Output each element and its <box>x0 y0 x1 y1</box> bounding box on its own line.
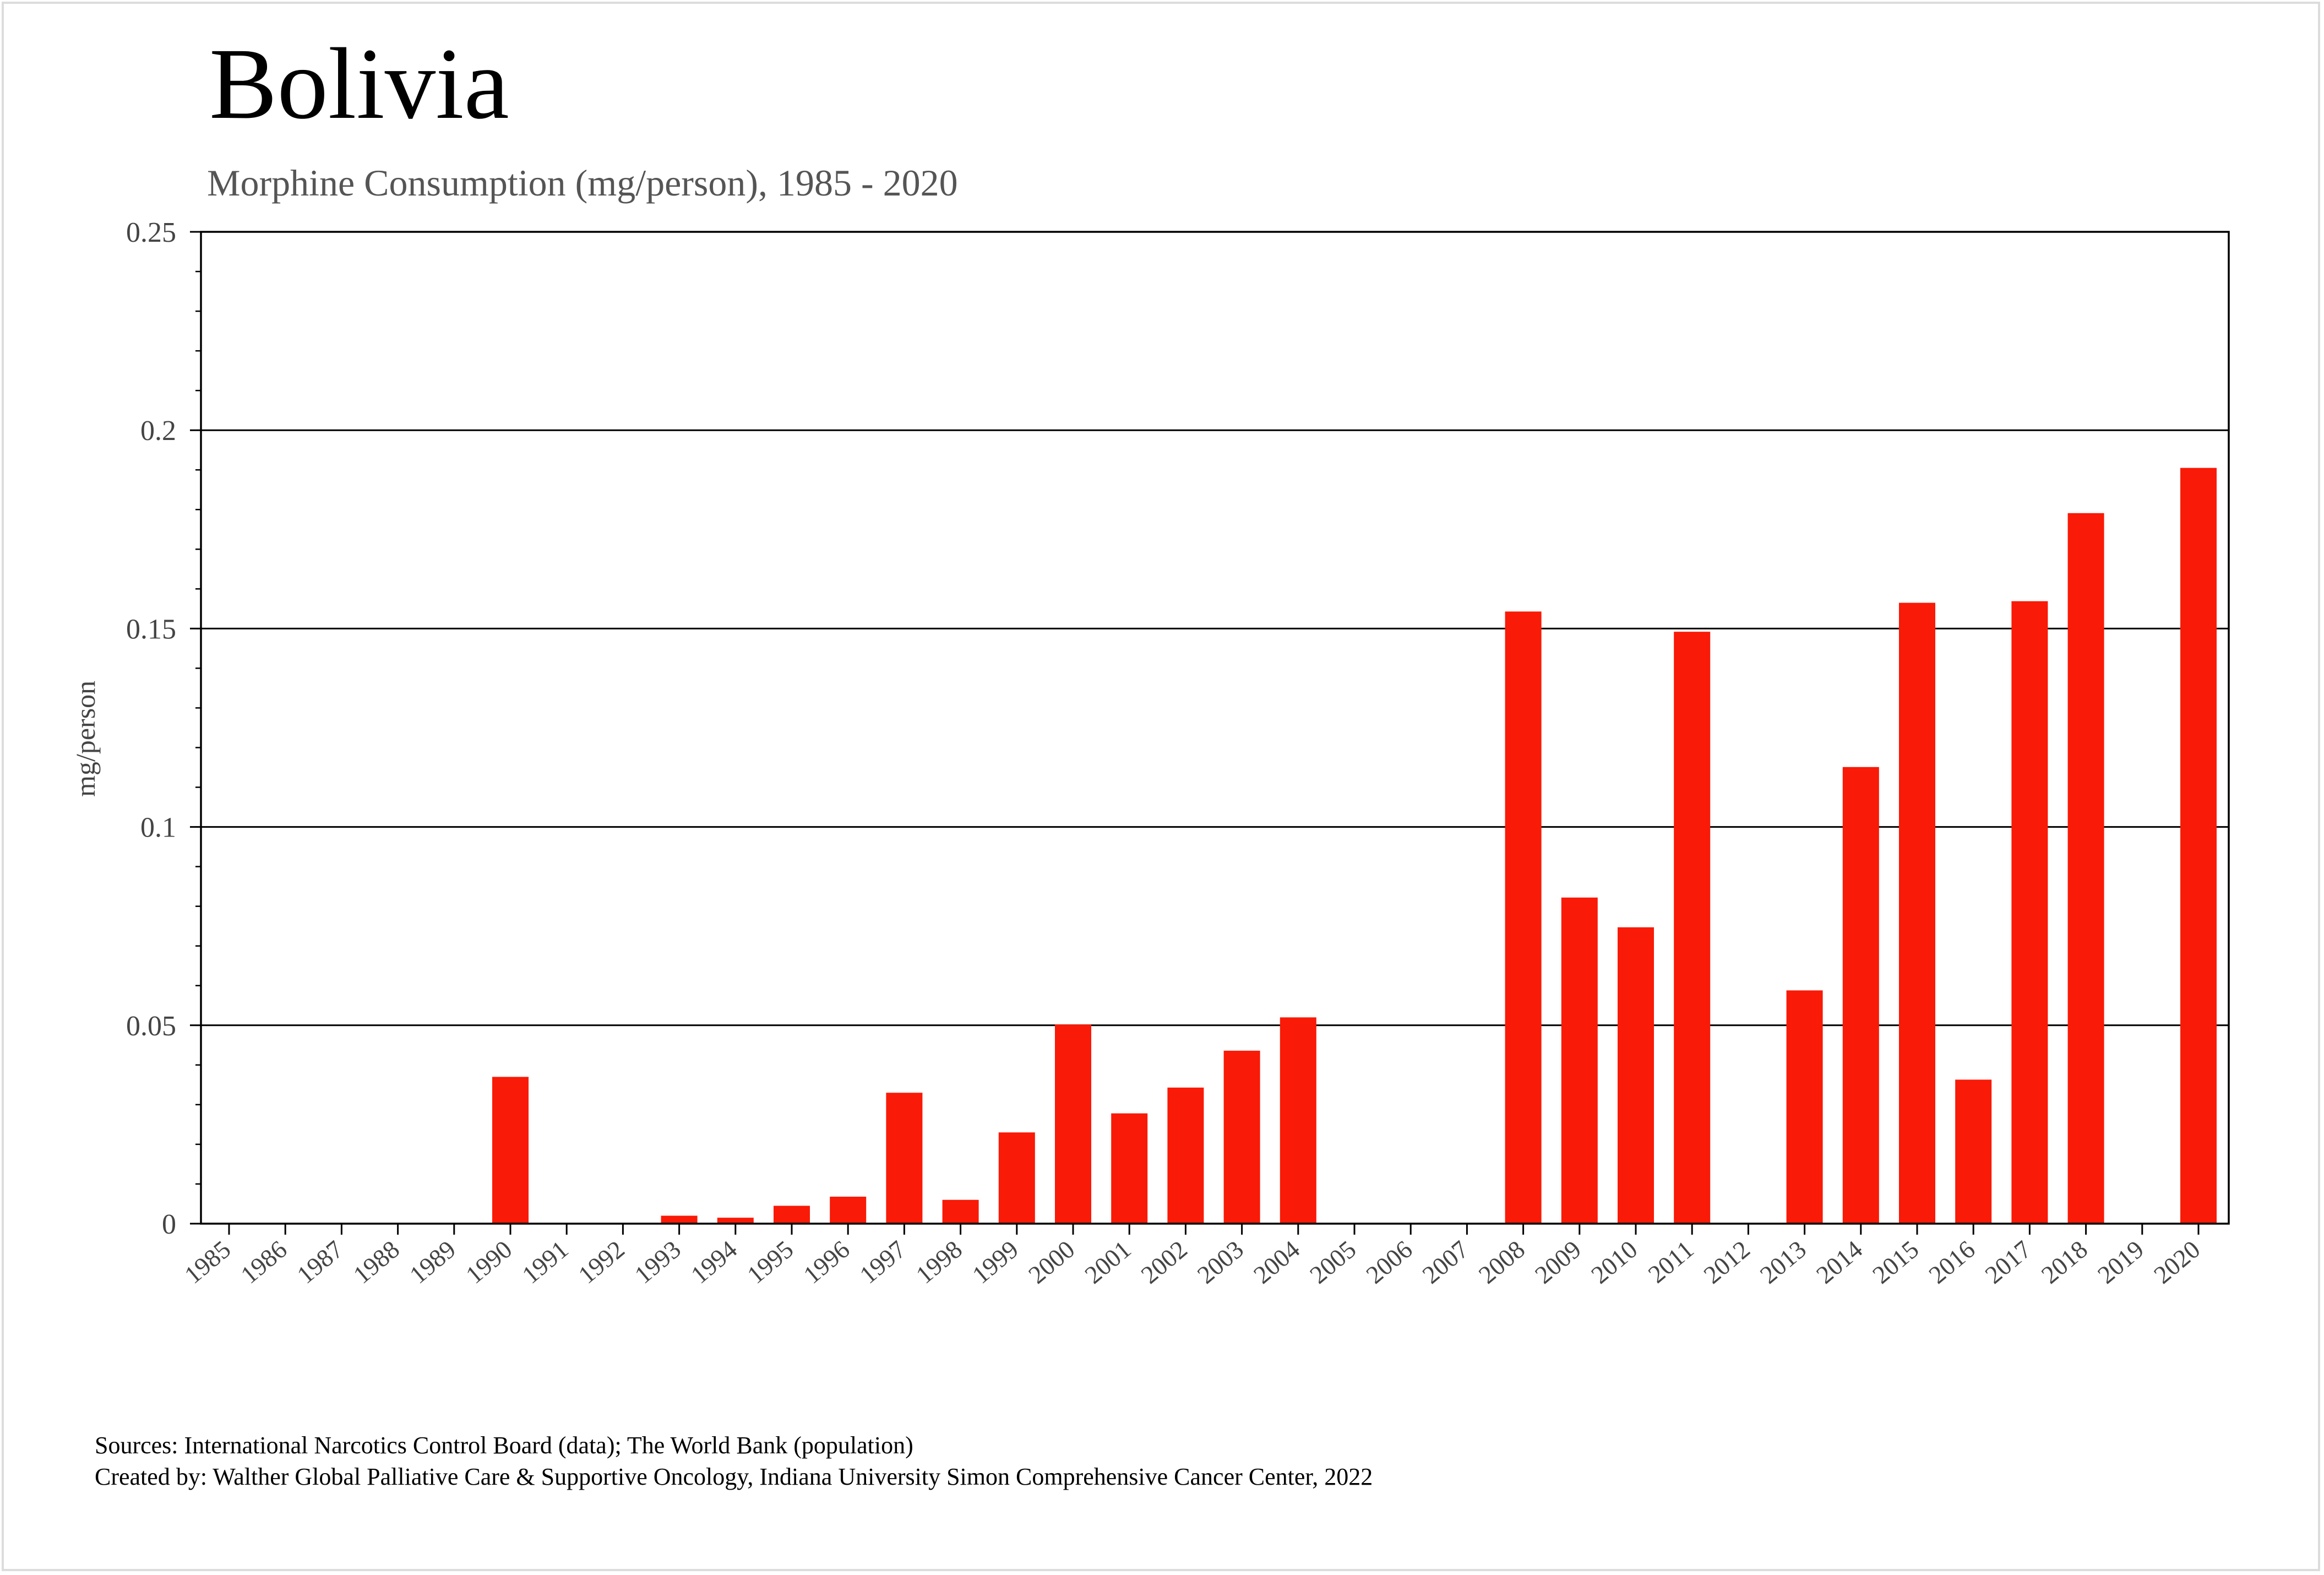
footer-sources: Sources: International Narcotics Control… <box>95 1432 913 1459</box>
x-tick-label: 1988 <box>348 1235 405 1289</box>
bar-1998 <box>942 1199 979 1224</box>
bar-2020 <box>2180 468 2217 1224</box>
bar-1997 <box>886 1093 923 1224</box>
bar-2014 <box>1842 767 1879 1224</box>
x-tick-label: 2014 <box>1811 1235 1868 1289</box>
x-tick-label: 1991 <box>516 1235 573 1289</box>
x-tick-label: 1995 <box>742 1235 798 1289</box>
x-tick-label: 1989 <box>404 1235 461 1289</box>
axes <box>190 231 2230 1235</box>
x-tick-label: 1992 <box>573 1235 630 1289</box>
y-tick-label: 0 <box>162 1209 176 1240</box>
bar-2010 <box>1618 927 1654 1224</box>
x-tick-label: 1986 <box>235 1235 292 1289</box>
x-tick-label: 2001 <box>1079 1235 1136 1289</box>
x-tick-label: 2018 <box>2036 1235 2093 1289</box>
x-tick-label: 1990 <box>460 1235 517 1289</box>
plot-border <box>200 231 2230 1225</box>
footer-created-by: Created by: Walther Global Palliative Ca… <box>95 1463 1373 1490</box>
x-tick-label: 1993 <box>629 1235 686 1289</box>
bar-1999 <box>998 1132 1035 1224</box>
y-tick-label: 0.1 <box>140 812 176 844</box>
bar-1996 <box>830 1197 867 1224</box>
y-axis-title: mg/person <box>70 681 101 797</box>
x-tick-label: 2019 <box>2092 1235 2149 1289</box>
bar-2000 <box>1055 1024 1091 1224</box>
x-tick-label: 2020 <box>2148 1235 2205 1289</box>
x-tick-label: 1999 <box>967 1235 1024 1289</box>
x-tick-label: 1987 <box>292 1235 349 1289</box>
x-tick-label: 2007 <box>1417 1235 1474 1289</box>
bar-2016 <box>1955 1079 1992 1224</box>
x-tick-label: 2004 <box>1248 1235 1305 1289</box>
bar-1994 <box>717 1218 754 1224</box>
x-tick-label: 2015 <box>1867 1235 1924 1289</box>
x-tick-label: 2005 <box>1304 1235 1361 1289</box>
x-tick-label: 2008 <box>1473 1235 1530 1289</box>
x-tick-label: 2017 <box>1980 1235 2037 1289</box>
bar-2004 <box>1280 1017 1316 1224</box>
x-tick-label: 2009 <box>1530 1235 1586 1289</box>
bar-2013 <box>1786 990 1823 1224</box>
bar-2003 <box>1223 1050 1260 1224</box>
bar-2011 <box>1674 632 1711 1224</box>
bar-2015 <box>1899 602 1935 1224</box>
x-tick-label: 2000 <box>1023 1235 1080 1289</box>
y-tick-label: 0.05 <box>126 1011 176 1042</box>
x-tick-label: 2011 <box>1643 1235 1699 1289</box>
chart-title: Bolivia <box>209 28 509 140</box>
y-tick-label: 0.15 <box>126 613 176 645</box>
y-tick-label: 0.2 <box>140 415 176 447</box>
x-tick-label: 1997 <box>855 1235 911 1289</box>
x-tick-label: 1996 <box>798 1235 855 1289</box>
bar-1993 <box>661 1215 698 1224</box>
y-tick-label: 0.25 <box>126 217 176 248</box>
x-tick-label: 2012 <box>1699 1235 1755 1289</box>
bars <box>492 468 2217 1224</box>
bar-1990 <box>492 1077 529 1224</box>
x-tick-label: 2010 <box>1586 1235 1642 1289</box>
gridlines <box>201 429 2229 1027</box>
x-tick-label: 2006 <box>1360 1235 1417 1289</box>
x-tick-label: 1985 <box>179 1235 236 1289</box>
chart-subtitle: Morphine Consumption (mg/person), 1985 -… <box>207 162 958 204</box>
x-tick-label: 2013 <box>1755 1235 1811 1289</box>
bar-2001 <box>1111 1113 1148 1224</box>
bar-1995 <box>774 1205 810 1224</box>
x-tick-label: 2016 <box>1923 1235 1980 1289</box>
bar-2008 <box>1505 611 1542 1224</box>
x-tick-label: 2003 <box>1192 1235 1249 1289</box>
bar-2002 <box>1167 1087 1204 1224</box>
x-tick-label: 1994 <box>685 1235 742 1289</box>
x-tick-label: 1998 <box>911 1235 967 1289</box>
bar-2018 <box>2067 513 2104 1224</box>
bar-2009 <box>1561 897 1598 1224</box>
bar-2017 <box>2011 601 2048 1224</box>
x-tick-label: 2002 <box>1136 1235 1193 1289</box>
